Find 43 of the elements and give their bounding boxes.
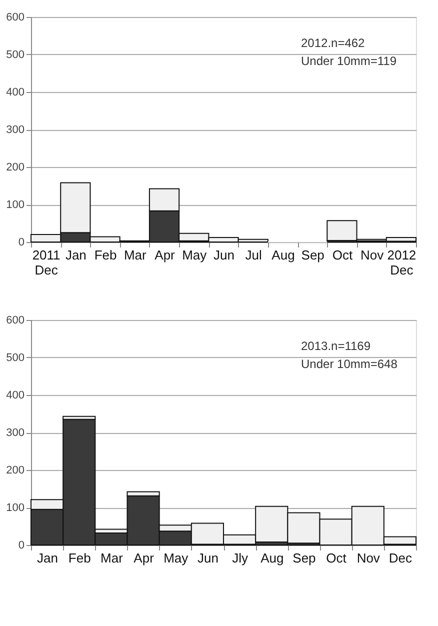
x-tick-label: Apr [134, 550, 155, 566]
x-tick-label: Mar [124, 248, 148, 262]
x-tick-label: Oct [326, 550, 347, 566]
annotation: Under 10mm=119 [301, 54, 397, 68]
x-tick-label: Jun [214, 248, 234, 262]
x-tick-label: Jan [65, 248, 86, 262]
y-tick-label: 200 [6, 464, 24, 476]
y-tick-label: 300 [6, 427, 24, 439]
y-tick-label: 300 [6, 124, 24, 136]
y-tick-label: 500 [6, 352, 24, 364]
y-tick-label: 200 [6, 162, 24, 174]
x-tick-label: Apr [154, 248, 176, 262]
x-tick-label: Aug [260, 550, 284, 566]
x-tick-label: Dec [388, 550, 413, 566]
x-tick-label: 2012 Dec [387, 248, 416, 278]
x-tick-label: Feb [94, 248, 117, 262]
x-tick-label: Mar [100, 550, 124, 566]
x-tick-label: Sep [292, 550, 316, 566]
x-tick-label: Sep [301, 248, 324, 262]
y-tick-label: 600 [6, 12, 24, 24]
x-tick-label: Jul [245, 248, 262, 262]
y-tick-label: 400 [6, 390, 24, 402]
x-tick-label: Oct [332, 248, 353, 262]
x-tick-label: Aug [272, 248, 295, 262]
x-tick-label: Jun [197, 550, 218, 566]
x-tick-label: Nov [356, 550, 380, 566]
y-tick-label: 500 [6, 49, 24, 61]
y-tick-label: 400 [6, 86, 24, 98]
y-tick-label: 100 [6, 199, 24, 211]
x-tick-label: Feb [68, 550, 91, 566]
y-tick-label: 100 [6, 502, 24, 514]
x-tick-label: Jly [232, 550, 248, 566]
y-tick-label: 0 [18, 540, 24, 552]
annotation: 2012.n=462 [301, 36, 366, 50]
x-tick-label: May [164, 550, 189, 566]
y-tick-label: 600 [6, 314, 24, 326]
x-tick-label: Nov [360, 248, 384, 262]
x-tick-label: 2011 Dec [32, 248, 60, 278]
x-tick-label: Jan [37, 550, 58, 566]
x-tick-label: May [182, 248, 208, 262]
y-tick-label: 0 [18, 236, 24, 248]
annotation: 2013.n=1169 [301, 339, 371, 353]
annotation: Under 10mm=648 [301, 357, 398, 371]
